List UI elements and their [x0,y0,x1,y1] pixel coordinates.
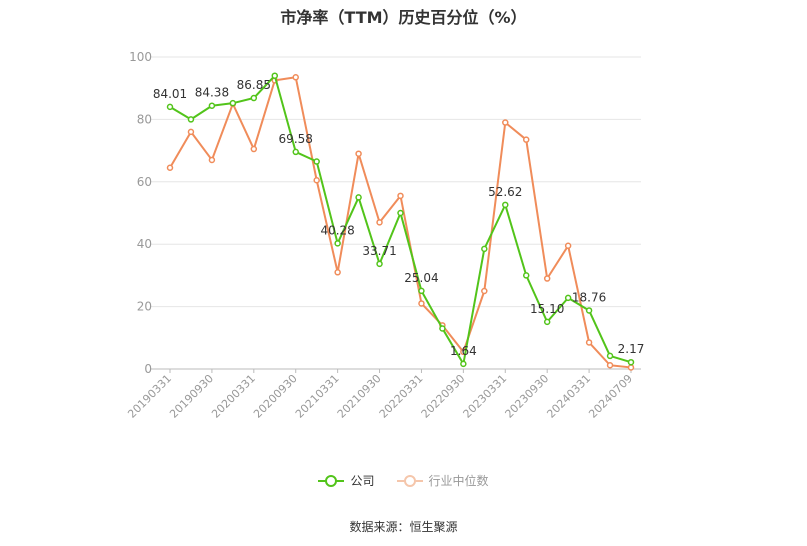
y-tick-label: 60 [137,175,152,189]
company-point [271,72,279,79]
company-point [292,148,299,156]
x-tick-label: 20190331 [125,372,174,421]
industry-point [522,136,530,143]
company-point [460,360,467,368]
company-point [627,358,635,366]
company-point [418,287,425,295]
legend-label-company: 公司 [350,474,375,488]
y-tick-label: 100 [129,50,152,64]
industry-point [481,287,488,295]
industry-series-line [169,76,632,369]
y-tick-label: 40 [137,237,152,251]
chart-legend: 公司 行业中位数 [0,472,807,489]
company-point [543,318,551,326]
x-tick-label: 20190930 [167,372,216,421]
company-point [439,325,446,332]
company-point [313,158,320,165]
industry-point [250,145,258,153]
company-point [355,194,362,201]
company-point [397,209,404,217]
industry-point [397,192,404,200]
company-data-label: 18.76 [572,290,606,304]
industry-point [585,339,593,346]
company-point [229,99,237,107]
x-tick-label: 20200930 [251,372,300,421]
industry-point [355,150,362,157]
legend-swatch-company [318,474,345,487]
industry-point [187,128,195,136]
company-point [585,307,593,314]
company-data-label: 86.85 [237,78,271,92]
company-data-label: 84.38 [195,86,229,100]
data-source-note: 数据来源：恒生聚源 [349,520,458,534]
company-point [564,294,572,302]
industry-point [418,300,425,307]
x-tick-label: 20210331 [293,372,342,421]
y-tick-label: 0 [144,362,152,376]
industry-point [208,156,216,164]
company-data-label: 2.17 [618,342,645,356]
industry-point [627,364,635,371]
company-point [166,103,174,111]
industry-point [313,176,320,184]
company-point [502,201,509,209]
y-tick-label: 80 [137,112,152,126]
company-point [187,116,195,123]
industry-point [376,219,383,226]
industry-point [334,269,341,276]
industry-point [292,74,299,81]
legend-label-industry: 行业中位数 [428,474,489,488]
x-tick-label: 20220331 [377,372,426,421]
industry-point [502,119,509,126]
company-data-label: 84.01 [153,87,187,101]
company-point [376,260,383,268]
company-data-label: 40.28 [320,223,354,237]
company-point [334,240,341,247]
company-data-label: 1.64 [450,344,477,358]
company-data-label: 33.71 [362,244,396,258]
x-tick-label: 20220930 [419,372,468,421]
industry-point [543,275,551,282]
x-tick-label: 20240331 [544,372,593,421]
company-point [481,245,488,253]
y-tick-label: 20 [137,300,152,314]
company-data-label: 25.04 [404,271,438,285]
company-point [208,102,216,109]
x-tick-label: 20230331 [461,372,510,421]
industry-point [166,164,174,172]
company-data-label: 52.62 [488,185,522,199]
x-tick-label: 20240709 [586,372,635,421]
legend-swatch-industry [396,474,423,487]
company-data-label: 15.10 [530,302,564,316]
company-data-label: 69.58 [279,132,313,146]
x-tick-label: 20230930 [503,372,552,421]
company-point [606,352,614,360]
x-tick-label: 20210930 [335,372,384,421]
chart-title: 市净率（TTM）历史百分位（%） [280,8,527,27]
industry-point [564,242,572,250]
legend-item-industry[interactable]: 行业中位数 [396,472,489,489]
x-tick-label: 20200331 [209,372,258,421]
industry-point [606,362,614,369]
company-point [250,94,258,102]
company-point [522,272,530,279]
legend-item-company[interactable]: 公司 [318,472,375,489]
